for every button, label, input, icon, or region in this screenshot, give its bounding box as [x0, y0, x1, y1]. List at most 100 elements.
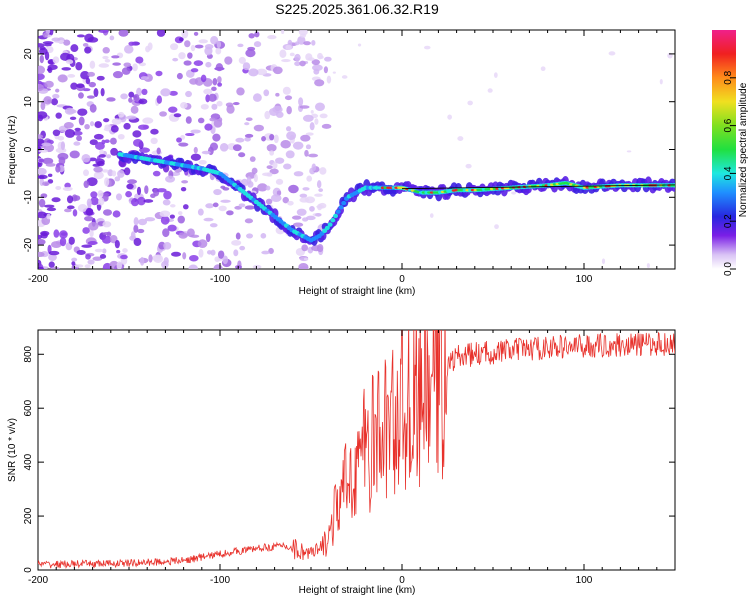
colorbar-gradient — [712, 30, 736, 269]
spectrogram-cell — [110, 147, 118, 156]
spectrogram-cell — [198, 39, 208, 44]
spectrogram-cell — [646, 263, 650, 268]
spectrogram-xtick-label: 100 — [576, 274, 593, 285]
spectrogram-cell — [209, 142, 219, 151]
spectrogram-cell — [41, 142, 52, 147]
spectrogram-cell — [72, 130, 83, 136]
spectrogram-cell — [51, 37, 61, 42]
spectrogram-cell — [249, 156, 256, 162]
spectrogram-cell — [84, 46, 92, 54]
spectrogram-cell — [319, 113, 328, 119]
spectrogram-cell — [208, 93, 217, 102]
spectrogram-cell — [269, 133, 275, 141]
spectrogram-cell — [84, 264, 91, 269]
spectrogram-cell — [252, 93, 262, 102]
spectrogram-cell — [286, 106, 292, 115]
spectrogram-cell — [104, 177, 110, 187]
spectrogram-cell — [251, 167, 258, 174]
spectrogram-cell — [300, 134, 311, 142]
spectrogram-ytick-label: -10 — [23, 190, 34, 205]
spectrogram-cell — [50, 241, 62, 248]
spectrogram-cell — [238, 152, 246, 158]
spectrogram-cell — [40, 101, 46, 111]
spectrogram-cell — [182, 252, 187, 260]
spectrogram-cell — [281, 58, 291, 63]
spectrogram-cell — [238, 203, 246, 208]
spectrogram-cell — [38, 134, 44, 139]
spectrogram-cell — [318, 188, 324, 192]
spectrogram-cell — [118, 111, 125, 118]
colorbar: 0.0 0.2 0.4 0.6 0.8 Normalized spectral ampl… — [712, 30, 749, 276]
spectrogram-cell — [172, 57, 179, 62]
spectrogram-cell — [357, 43, 362, 47]
spectrogram-cell — [201, 150, 211, 155]
spectrogram-cell — [38, 266, 45, 269]
spectrogram-cell — [275, 178, 284, 185]
spectrogram-cell — [40, 232, 48, 239]
colorbar-tick-label: 0.0 — [723, 262, 734, 276]
spectrogram-cell — [74, 127, 81, 132]
spectrogram-cell — [89, 103, 97, 113]
spectrogram-cell — [109, 35, 115, 41]
spectrogram-cell — [66, 195, 74, 204]
spectrogram-cell — [71, 194, 78, 202]
spectrogram-cell — [104, 124, 112, 130]
spectrogram-cell — [38, 239, 46, 246]
spectrogram-cell — [137, 124, 149, 130]
spectrogram-cell — [219, 143, 229, 152]
spectrogram-cell — [252, 264, 262, 269]
spectrogram-cell — [111, 118, 122, 125]
spectrogram-cell — [302, 187, 310, 191]
spectrogram-cell — [76, 249, 86, 255]
spectrogram-cell — [269, 150, 275, 156]
spectrogram-cell — [197, 239, 208, 249]
spectrogram-cell — [193, 146, 198, 154]
spectrogram-cell — [245, 117, 253, 122]
spectrogram-cell — [332, 71, 336, 74]
spectrogram-cell — [324, 225, 330, 231]
spectrogram-cell — [59, 237, 67, 247]
spectrogram-cell — [163, 190, 172, 200]
spectrogram-cell — [102, 248, 107, 254]
spectrogram-cell — [224, 56, 233, 65]
spectrogram-cell — [75, 61, 83, 71]
spectrogram-cell — [265, 198, 273, 205]
spectrogram-cell — [236, 87, 245, 96]
spectrogram-cell — [51, 197, 61, 203]
spectrogram-cell — [280, 140, 291, 149]
spectrogram-cell — [314, 193, 323, 197]
spectrogram-cell — [90, 191, 98, 199]
spectrogram-cell — [197, 117, 205, 124]
spectrogram-cell — [269, 168, 279, 175]
spectrogram-cell — [341, 75, 348, 79]
spectrogram-cell — [123, 167, 131, 176]
spectrogram-cell — [73, 141, 81, 146]
spectrogram-cell — [120, 254, 128, 260]
spectrogram-cell — [211, 86, 217, 92]
spectrogram-cell — [264, 110, 271, 120]
spectrogram-cell — [180, 186, 187, 192]
spectrogram-cell — [126, 183, 134, 190]
spectrogram-cell — [110, 125, 119, 133]
spectrogram-cell — [215, 47, 222, 55]
spectrogram-cell — [128, 97, 133, 103]
spectrogram-cell — [333, 213, 339, 219]
spectrogram-cell — [80, 71, 90, 80]
spectrogram-cell — [102, 55, 109, 60]
spectrogram-cell — [319, 167, 327, 175]
spectrogram-ytick-label: -20 — [23, 237, 34, 252]
spectrogram-cell — [298, 97, 304, 107]
spectrogram-cell — [424, 45, 431, 50]
spectrogram-cell — [190, 68, 199, 73]
spectrogram-cell — [216, 40, 222, 49]
spectrogram-cell — [50, 266, 60, 269]
spectrogram-cell — [85, 77, 91, 85]
spectrogram-cell — [204, 123, 213, 131]
spectrogram-cell — [266, 165, 273, 170]
colorbar-tick-label: 0.4 — [723, 166, 734, 180]
spectrogram-cell — [293, 171, 304, 177]
spectrogram-cell — [117, 169, 125, 178]
spectrogram-cell — [341, 200, 347, 206]
spectrogram-cell — [324, 56, 332, 62]
spectrogram-cell — [289, 52, 295, 57]
